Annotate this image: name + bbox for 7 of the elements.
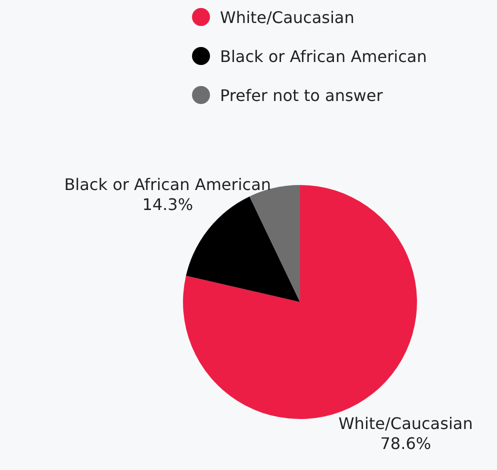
legend-label: Prefer not to answer — [220, 86, 383, 104]
slice-label: Black or African American — [64, 175, 272, 194]
legend-label: White/Caucasian — [220, 8, 354, 26]
data-label: 14.3% — [142, 195, 194, 214]
legend-label: Black or African American — [220, 46, 427, 66]
slice-label: White/Caucasian — [338, 414, 473, 433]
data-label: 78.6% — [380, 434, 432, 453]
